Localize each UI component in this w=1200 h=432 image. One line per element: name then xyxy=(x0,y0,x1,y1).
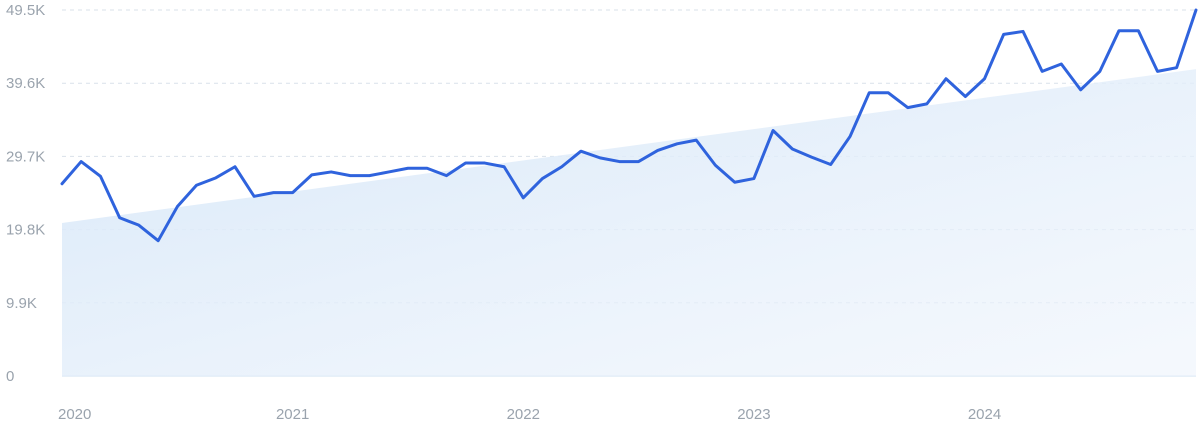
y-tick-label: 19.8K xyxy=(6,222,45,239)
y-tick-label: 49.5K xyxy=(6,2,45,19)
x-tick-label: 2023 xyxy=(737,406,770,423)
trend-area xyxy=(62,69,1196,376)
x-tick-label: 2024 xyxy=(968,406,1001,423)
series-layer xyxy=(60,8,1198,243)
x-axis: 2020 2021 2022 2023 2024 xyxy=(58,406,1001,423)
x-tick-label: 2021 xyxy=(276,406,309,423)
y-tick-label: 0 xyxy=(6,368,14,385)
x-tick-label: 2020 xyxy=(58,406,91,423)
series-line xyxy=(60,8,1198,243)
y-tick-label: 9.9K xyxy=(6,295,37,312)
y-axis: 0 9.9K 19.8K 29.7K 39.6K 49.5K xyxy=(6,2,45,385)
y-tick-label: 29.7K xyxy=(6,148,45,165)
y-tick-label: 39.6K xyxy=(6,75,45,92)
x-tick-label: 2022 xyxy=(507,406,540,423)
